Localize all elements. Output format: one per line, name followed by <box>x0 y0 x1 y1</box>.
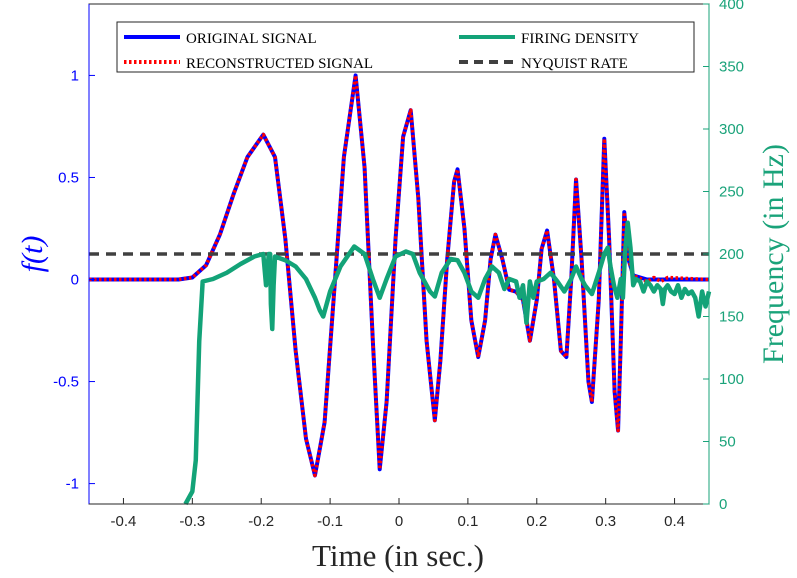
x-tick-label: 0.1 <box>457 513 478 530</box>
legend-label-reconstructed-signal: RECONSTRUCTED SIGNAL <box>186 56 373 72</box>
x-tick-label: 0.4 <box>664 513 685 530</box>
legend-label-firing-density: FIRING DENSITY <box>521 31 639 47</box>
x-tick-label: 0.3 <box>595 513 616 530</box>
right-y-tick-label: 250 <box>719 184 744 201</box>
x-axis-title: Time (in sec.) <box>312 538 484 573</box>
legend-label-original-signal: ORIGINAL SIGNAL <box>186 31 317 47</box>
left-y-tick-label: 0 <box>71 272 79 289</box>
series-layer <box>89 73 712 506</box>
series-line-firing-density <box>183 220 712 506</box>
right-y-axis-title: Frequency (in Hz) <box>757 144 790 364</box>
left-y-axis-ticks: -1 -0.5 0 0.5 1 <box>53 67 95 493</box>
left-y-tick-label: -0.5 <box>53 374 79 391</box>
left-y-axis-title: f(t) <box>16 236 49 273</box>
plot-area <box>89 73 712 506</box>
right-y-tick-label: 300 <box>719 121 744 138</box>
left-y-tick-label: 0.5 <box>58 169 79 186</box>
legend: ORIGINAL SIGNAL RECONSTRUCTED SIGNAL FIR… <box>116 21 695 73</box>
right-y-tick-label: 100 <box>719 371 744 388</box>
right-y-tick-label: 400 <box>719 0 744 13</box>
x-tick-label: -0.1 <box>317 513 343 530</box>
right-y-tick-label: 200 <box>719 246 744 263</box>
x-tick-label: -0.2 <box>248 513 274 530</box>
legend-box <box>116 21 695 73</box>
x-tick-label: 0 <box>395 513 403 530</box>
right-y-tick-label: 150 <box>719 309 744 326</box>
right-y-axis-ticks: 0 50 100 150 200 250 300 350 400 <box>703 0 744 513</box>
right-y-tick-label: 0 <box>719 496 727 513</box>
left-y-tick-label: 1 <box>71 67 79 84</box>
right-y-tick-label: 350 <box>719 59 744 76</box>
legend-label-nyquist-rate: NYQUIST RATE <box>521 56 628 72</box>
x-tick-label: 0.2 <box>526 513 547 530</box>
right-y-tick-label: 50 <box>719 434 736 451</box>
x-tick-label: -0.4 <box>111 513 137 530</box>
x-tick-label: -0.3 <box>179 513 205 530</box>
left-y-tick-label: -1 <box>66 476 79 493</box>
x-axis-ticks: -0.4 -0.3 -0.2 -0.1 0 0.1 0.2 0.3 0.4 <box>111 498 685 530</box>
series-line-reconstructed-signal <box>89 73 710 478</box>
